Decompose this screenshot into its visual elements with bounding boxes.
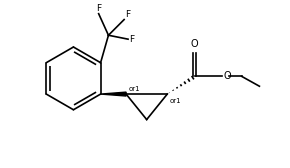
Text: F: F (96, 4, 101, 13)
Text: F: F (129, 35, 134, 44)
Polygon shape (101, 92, 126, 96)
Text: or1: or1 (169, 98, 181, 104)
Text: O: O (223, 71, 231, 81)
Text: O: O (191, 39, 199, 49)
Text: or1: or1 (129, 86, 141, 92)
Text: F: F (125, 10, 130, 19)
